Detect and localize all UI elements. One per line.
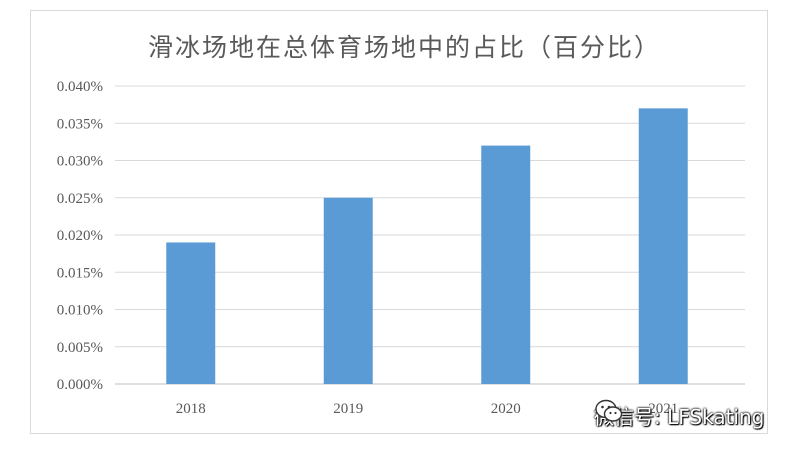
x-tick-label: 2020 <box>491 401 521 417</box>
y-tick-label: 0.040% <box>57 79 103 95</box>
x-tick-label: 2019 <box>333 401 363 417</box>
bar-2021 <box>638 108 688 384</box>
y-tick-label: 0.035% <box>57 116 103 132</box>
x-tick-label: 2021 <box>648 401 678 417</box>
bar-2019 <box>323 197 373 384</box>
bar-2020 <box>481 145 531 384</box>
bar-2018 <box>166 242 216 384</box>
wechat-icon <box>595 399 623 422</box>
chart-title: 滑冰场地在总体育场地中的占比（百分比） <box>147 33 661 62</box>
y-tick-label: 0.015% <box>57 265 103 281</box>
y-tick-label: 0.005% <box>57 340 103 356</box>
watermark-text: 微信号: LFSkating <box>594 404 765 429</box>
x-tick-label: 2018 <box>176 401 206 417</box>
y-tick-label: 0.020% <box>57 228 103 244</box>
watermark: 微信号: LFSkating <box>594 398 764 432</box>
y-tick-label: 0.010% <box>57 303 103 319</box>
y-tick-label: 0.030% <box>57 154 103 170</box>
y-tick-label: 0.025% <box>57 191 103 207</box>
y-tick-label: 0.000% <box>57 377 103 393</box>
